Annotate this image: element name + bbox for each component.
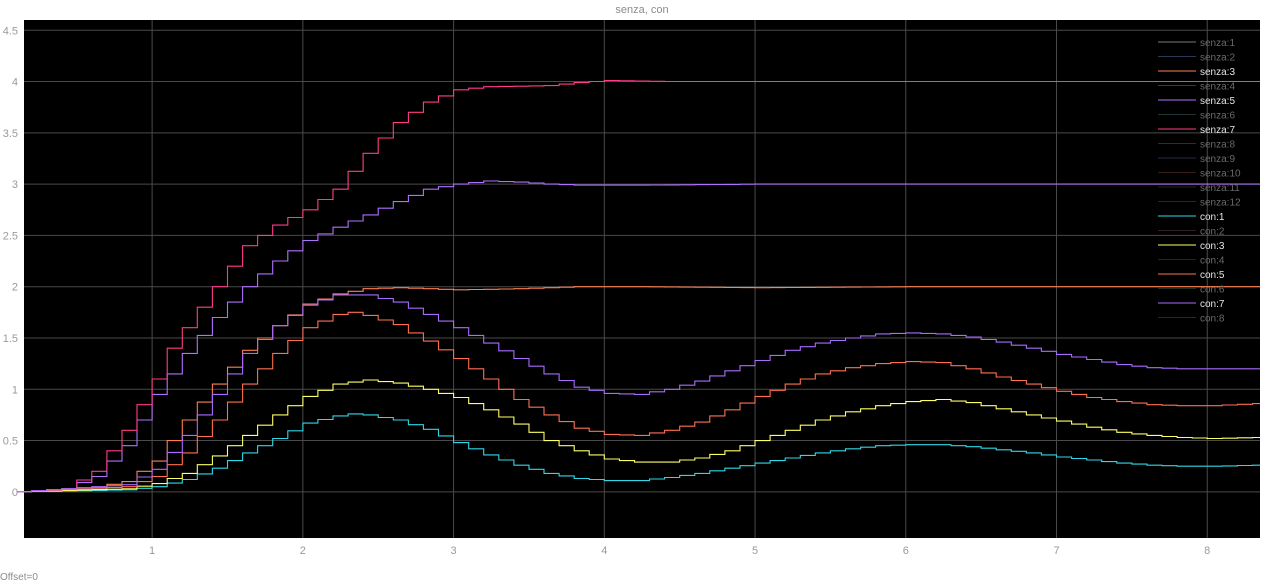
legend-entry[interactable]: senza:4 bbox=[1200, 82, 1235, 93]
chart-title: senza, con bbox=[615, 4, 668, 16]
x-tick-label: 5 bbox=[752, 545, 758, 557]
plot-area bbox=[24, 20, 1260, 538]
y-tick-label: 0 bbox=[12, 487, 18, 499]
y-axis: 0 0.5 1 1.5 2 2.5 3 3.5 4 4.5 bbox=[3, 25, 18, 499]
legend-entry[interactable]: senza:3 bbox=[1200, 67, 1235, 78]
legend-entry[interactable]: senza:8 bbox=[1200, 140, 1235, 151]
y-tick-label: 2.5 bbox=[3, 230, 18, 242]
legend-entry[interactable]: con:5 bbox=[1200, 270, 1225, 281]
x-tick-label: 4 bbox=[601, 545, 607, 557]
legend-entry[interactable]: con:1 bbox=[1200, 212, 1225, 223]
y-tick-label: 4.5 bbox=[3, 25, 18, 37]
legend-entry[interactable]: senza:10 bbox=[1200, 169, 1241, 180]
y-tick-label: 0.5 bbox=[3, 436, 18, 448]
legend-entry[interactable]: con:6 bbox=[1200, 285, 1225, 296]
legend-entry[interactable]: senza:5 bbox=[1200, 96, 1235, 107]
y-tick-label: 4 bbox=[12, 77, 18, 89]
legend-entry[interactable]: senza:2 bbox=[1200, 53, 1235, 64]
x-tick-label: 6 bbox=[903, 545, 909, 557]
legend-entry[interactable]: con:8 bbox=[1200, 314, 1225, 325]
legend-entry[interactable]: con:4 bbox=[1200, 256, 1225, 267]
y-tick-label: 3 bbox=[12, 179, 18, 191]
legend-entry[interactable]: senza:11 bbox=[1200, 183, 1240, 194]
legend-entry[interactable]: senza:12 bbox=[1200, 198, 1241, 209]
x-axis: 1 2 3 4 5 6 7 8 bbox=[149, 545, 1210, 557]
legend-entry[interactable]: senza:7 bbox=[1200, 125, 1235, 136]
offset-label: Offset=0 bbox=[0, 572, 38, 583]
x-tick-label: 1 bbox=[149, 545, 155, 557]
x-tick-label: 7 bbox=[1053, 545, 1059, 557]
legend-entry[interactable]: senza:6 bbox=[1200, 111, 1235, 122]
legend-entry[interactable]: con:7 bbox=[1200, 299, 1225, 310]
y-tick-label: 3.5 bbox=[3, 128, 18, 140]
legend-entry[interactable]: con:3 bbox=[1200, 241, 1225, 252]
y-tick-label: 1.5 bbox=[3, 333, 18, 345]
x-tick-label: 2 bbox=[300, 545, 306, 557]
legend-entry[interactable]: senza:1 bbox=[1200, 38, 1235, 49]
y-tick-label: 1 bbox=[12, 384, 18, 396]
legend-entry[interactable]: senza:9 bbox=[1200, 154, 1235, 165]
y-tick-label: 2 bbox=[12, 282, 18, 294]
legend-entry[interactable]: con:2 bbox=[1200, 227, 1225, 238]
x-tick-label: 3 bbox=[451, 545, 457, 557]
x-tick-label: 8 bbox=[1204, 545, 1210, 557]
